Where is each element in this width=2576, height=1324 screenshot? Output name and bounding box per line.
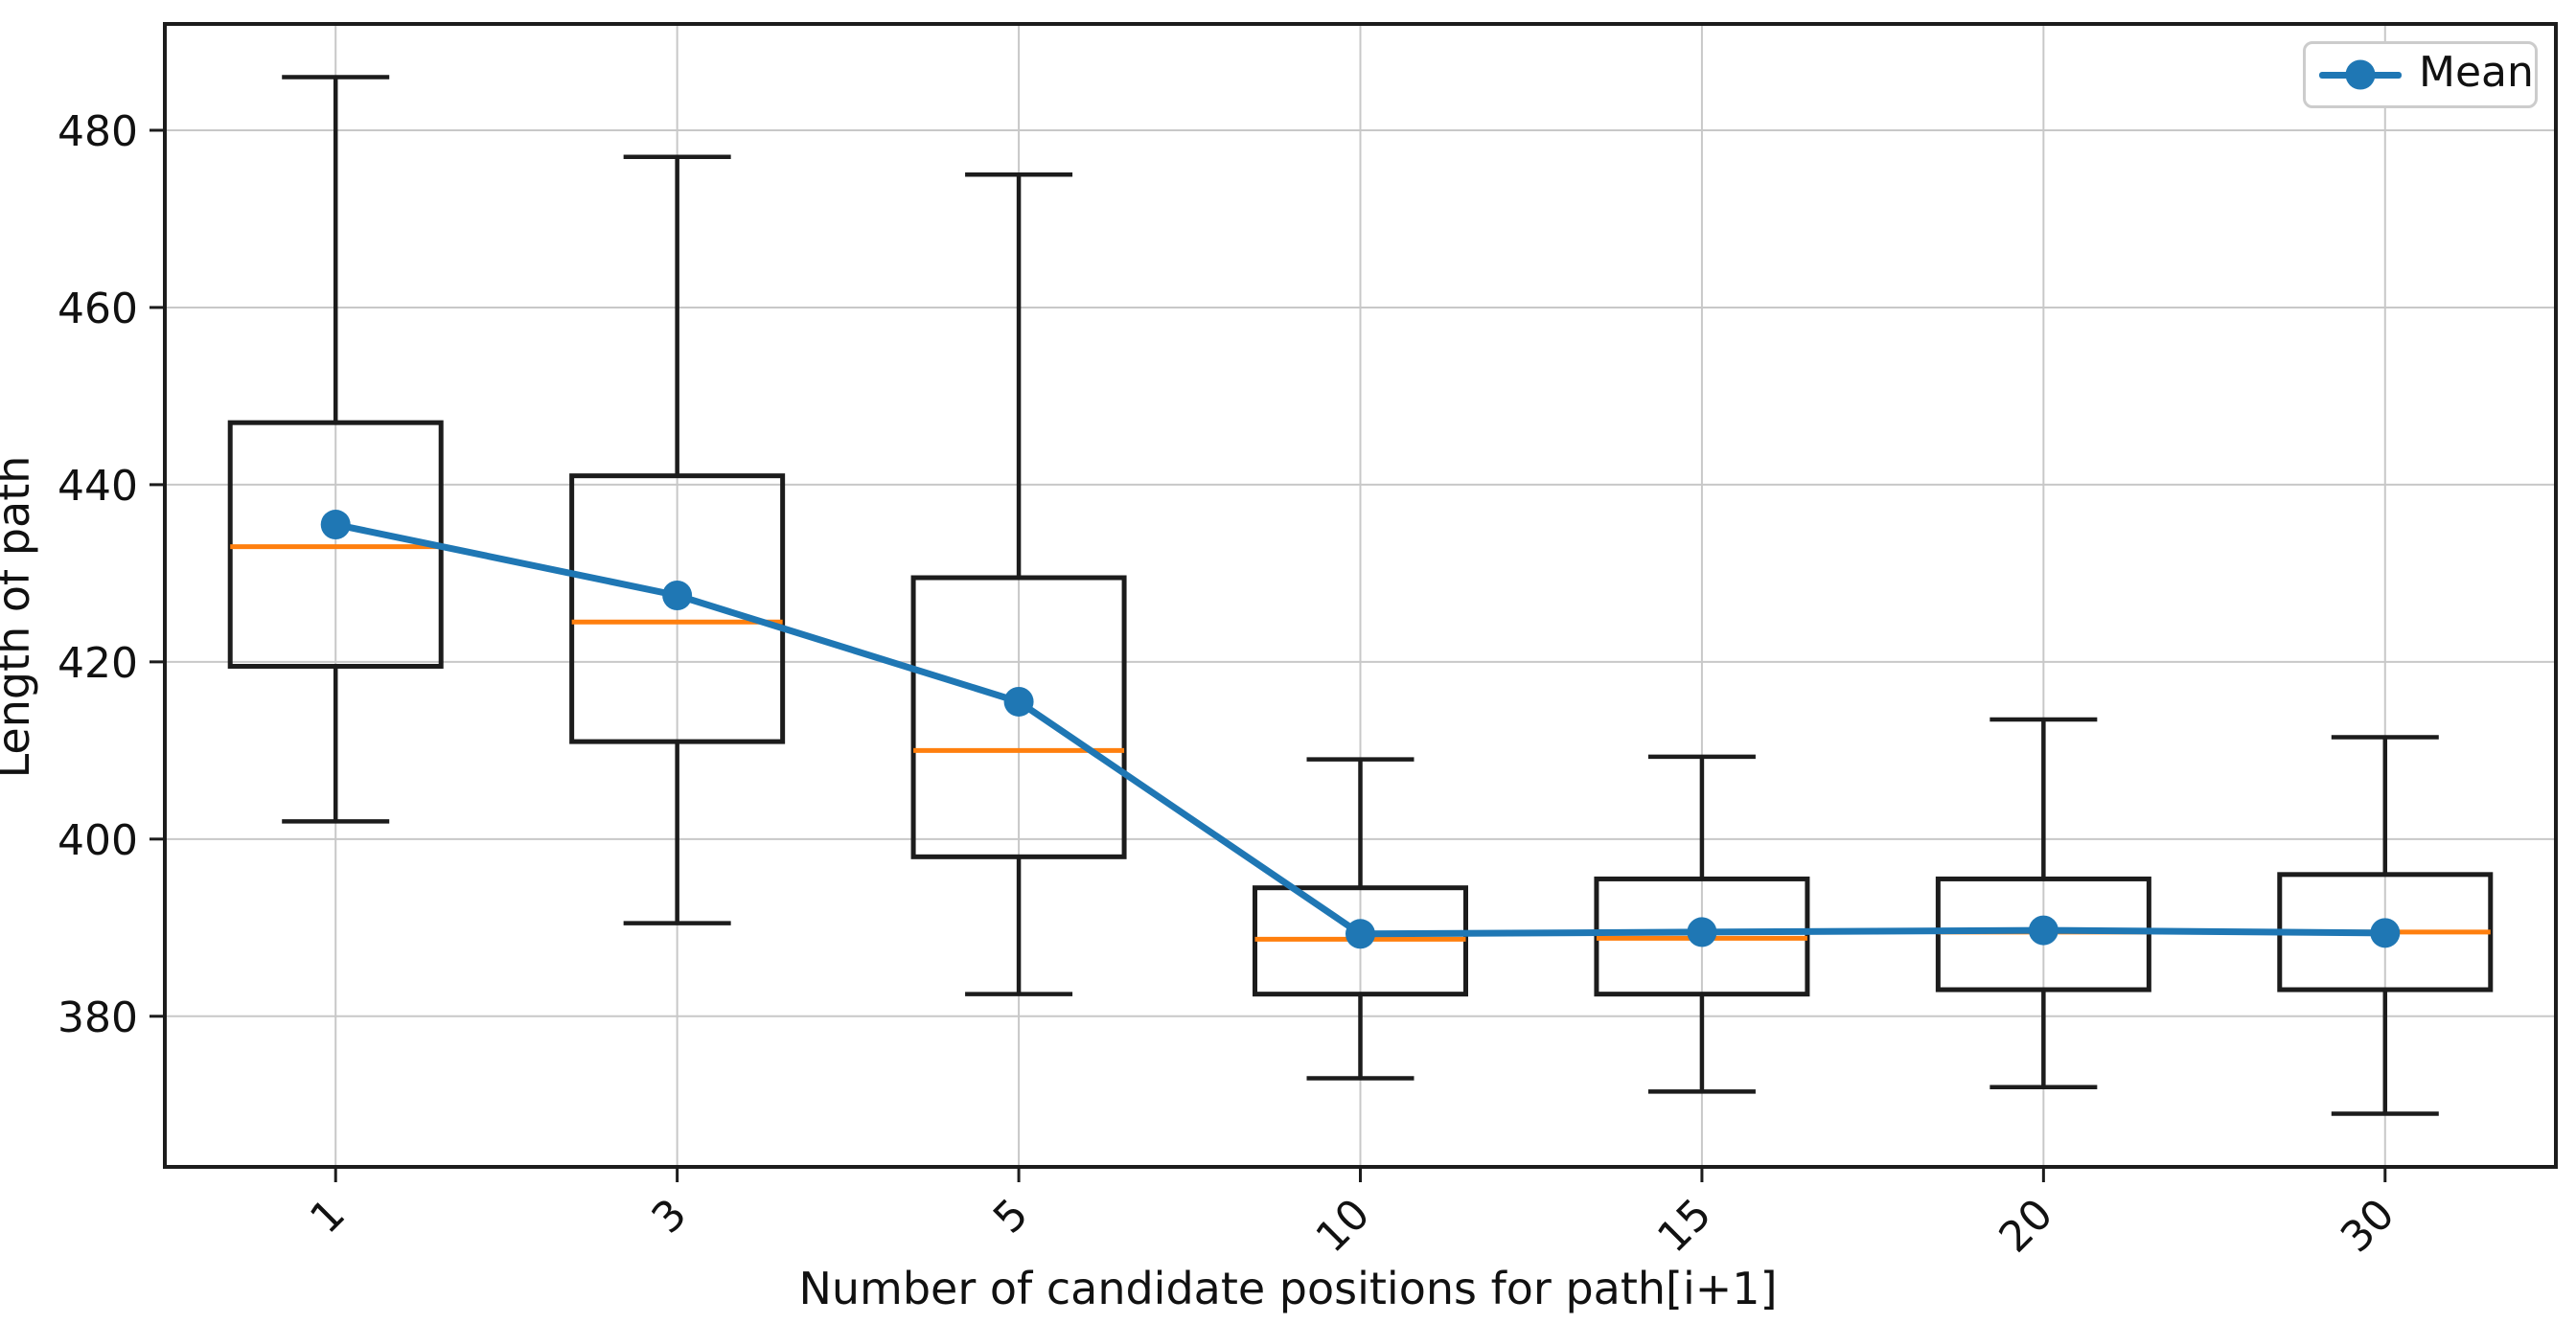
mean-marker [1346, 919, 1375, 949]
mean-marker [662, 581, 693, 610]
y-tick-label: 380 [58, 993, 138, 1042]
mean-marker [1687, 917, 1717, 947]
x-tick-label: 20 [1990, 1190, 2062, 1263]
y-tick-label: 420 [58, 639, 138, 688]
mean-marker [2028, 915, 2058, 946]
y-tick-label: 400 [58, 816, 138, 865]
mean-marker [1003, 686, 1034, 717]
x-tick-label: 10 [1307, 1190, 1380, 1263]
iqr-box [569, 473, 786, 744]
mean-marker [2370, 918, 2401, 948]
x-tick-label: 30 [2332, 1190, 2404, 1263]
x-tick-label: 15 [1648, 1190, 1721, 1263]
x-tick-label: 1 [301, 1190, 355, 1244]
y-tick-label: 440 [58, 462, 138, 511]
y-tick-label: 480 [58, 107, 138, 156]
legend-mean-sample [2319, 59, 2402, 90]
plot-border [163, 22, 2558, 1169]
mean-marker [320, 510, 351, 540]
mean-marker-icon [2345, 59, 2376, 90]
x-axis-label: Number of candidate positions for path[i… [798, 1263, 1778, 1314]
iqr-box [910, 575, 1127, 859]
y-tick-label: 460 [58, 285, 138, 333]
legend-mean-label: Mean [2419, 48, 2534, 97]
legend: Mean [2303, 41, 2538, 108]
x-tick-label: 3 [643, 1190, 697, 1244]
x-tick-label: 5 [984, 1190, 1038, 1244]
y-axis-label: Length of path [0, 455, 39, 779]
